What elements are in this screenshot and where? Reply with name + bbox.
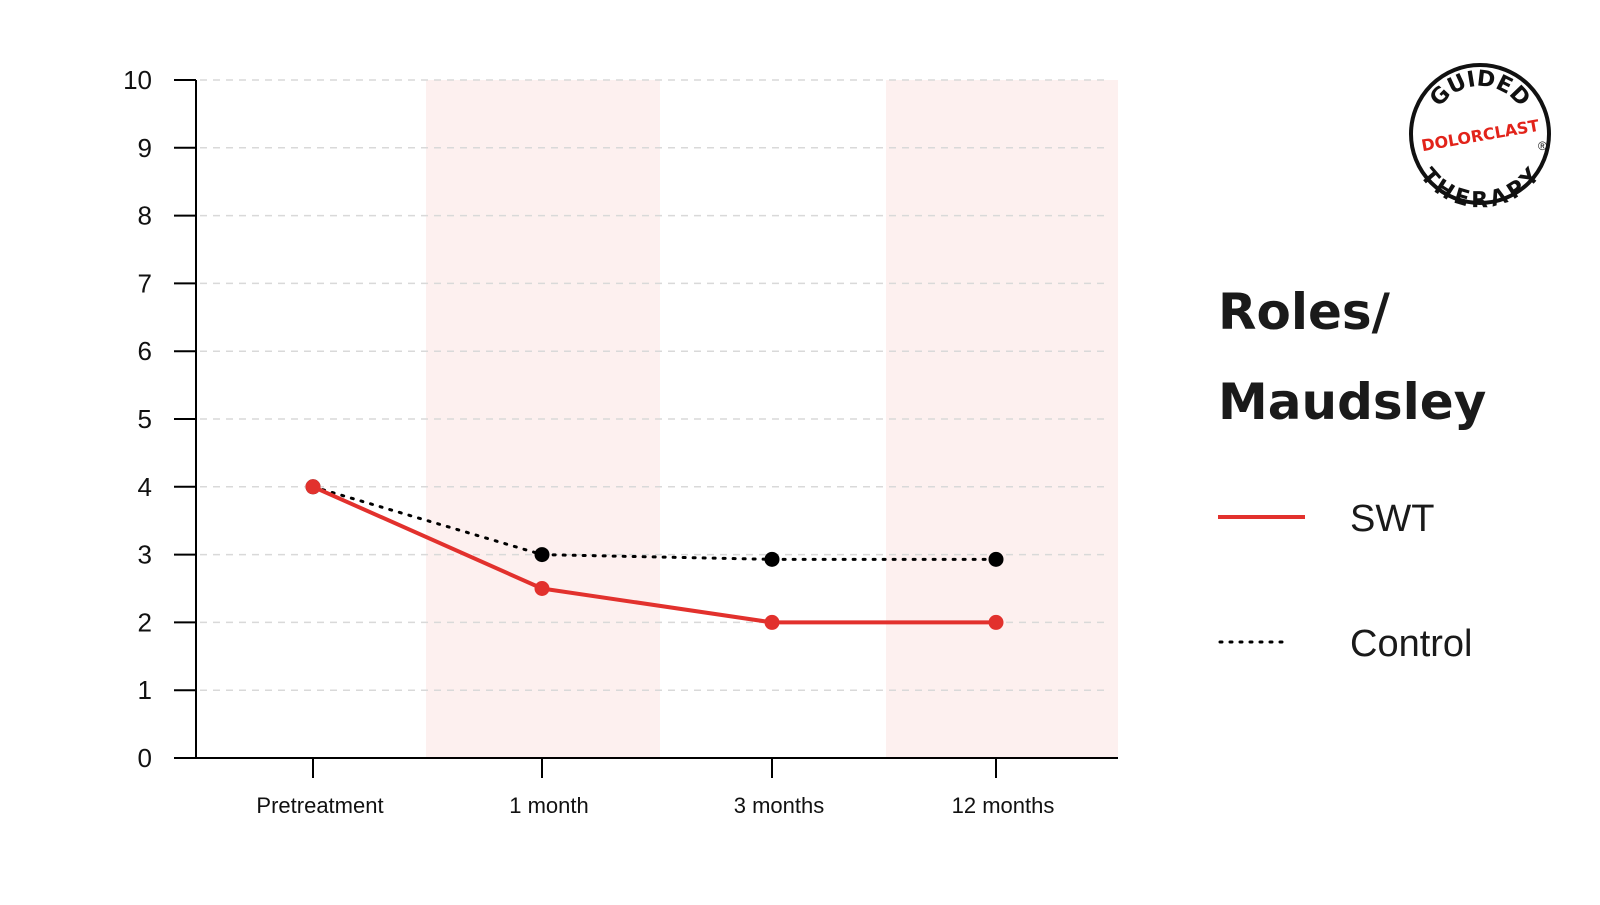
x-tick-label-1: 1 month [509, 793, 589, 818]
data-point-swt-0 [305, 479, 321, 495]
y-tick-label-4: 4 [138, 472, 152, 502]
logo-registered-mark: ® [1538, 139, 1547, 153]
y-axis-ticks: 0 1 2 3 4 5 6 7 8 9 10 [123, 65, 196, 773]
x-tick-label-3: 12 months [952, 793, 1055, 818]
y-tick-label-10: 10 [123, 65, 152, 95]
y-tick-label-7: 7 [138, 268, 152, 298]
data-point-control-2 [764, 551, 780, 567]
y-tick-label-0: 0 [138, 743, 152, 773]
title-line-2: Maudsley [1218, 373, 1486, 431]
shaded-band-3 [886, 80, 1118, 758]
gridlines [200, 79, 1110, 691]
series-line-control [311, 485, 998, 561]
chart-title: Roles/ Maudsley [1218, 283, 1486, 431]
y-tick-label-8: 8 [138, 201, 152, 231]
x-tick-label-2: 3 months [734, 793, 825, 818]
title-line-1: Roles/ [1218, 283, 1391, 341]
y-tick-label-1: 1 [138, 675, 152, 705]
legend-control-label: Control [1350, 623, 1473, 665]
x-axis-ticks: Pretreatment 1 month 3 months 12 months [256, 758, 1054, 818]
guided-dolorclast-therapy-logo: GUIDED DOLORCLAST THERAPY ® [1409, 63, 1551, 213]
logo-ring [1409, 63, 1551, 205]
y-tick-label-6: 6 [138, 336, 152, 366]
data-point-swt-2 [764, 614, 780, 630]
y-tick-label-5: 5 [138, 404, 152, 434]
x-tick-label-0: Pretreatment [256, 793, 383, 818]
data-series [305, 479, 1004, 630]
legend: SWT Control [1218, 498, 1473, 665]
legend-swt-label: SWT [1350, 498, 1434, 540]
data-point-control-3 [988, 551, 1004, 567]
data-point-control-1 [534, 547, 550, 563]
y-tick-label-2: 2 [138, 607, 152, 637]
y-tick-label-9: 9 [138, 133, 152, 163]
data-point-swt-1 [534, 581, 550, 596]
y-tick-label-3: 3 [138, 540, 152, 570]
series-line-swt [312, 484, 996, 625]
data-point-swt-3 [988, 614, 1004, 630]
